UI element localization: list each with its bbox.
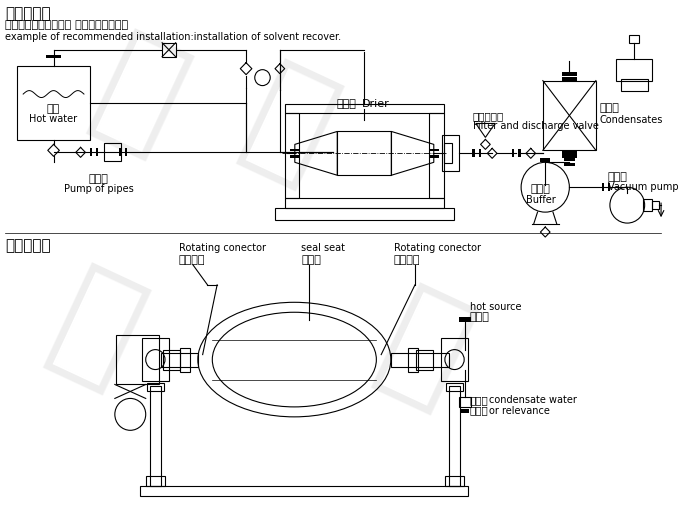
Bar [337, 132, 391, 175]
Text: or relevance: or relevance [489, 407, 550, 416]
Bar [290, 155, 299, 158]
Bar [543, 81, 596, 151]
Text: 简易结构图: 简易结构图 [5, 238, 50, 253]
Text: 过滤放空阀: 过滤放空阀 [473, 112, 504, 121]
Text: Condensates: Condensates [600, 116, 663, 125]
Bar [181, 347, 190, 372]
Bar [162, 43, 176, 57]
Bar [479, 150, 481, 157]
Text: seal seat: seal seat [301, 243, 345, 253]
Bar [442, 135, 459, 171]
Text: 深: 深 [362, 276, 487, 424]
Text: 干燥机: 干燥机 [337, 99, 357, 108]
Bar [564, 163, 575, 167]
Text: 密封座: 密封座 [301, 255, 321, 265]
Bar [96, 149, 99, 156]
Bar [444, 143, 452, 163]
Bar [446, 383, 463, 392]
Bar [285, 103, 444, 114]
Bar [142, 338, 169, 381]
Text: 旋转接头: 旋转接头 [179, 255, 205, 265]
Text: Buffer: Buffer [526, 195, 555, 205]
Text: Vacuum pump: Vacuum pump [608, 182, 678, 192]
Text: 推荐的工艺安置示范： 溢剂回收工艺安置: 推荐的工艺安置示范： 溢剂回收工艺安置 [5, 20, 128, 30]
Bar [460, 397, 471, 408]
Bar [642, 199, 652, 211]
Bar [146, 476, 165, 486]
Text: 进热源: 进热源 [470, 311, 490, 322]
Bar [161, 353, 198, 366]
Bar [445, 476, 464, 486]
Bar [391, 353, 448, 366]
Bar [473, 150, 475, 157]
Bar [540, 158, 550, 162]
Text: Pump of pipes: Pump of pipes [64, 184, 134, 194]
Text: 旋转接头: 旋转接头 [394, 255, 420, 265]
Bar [150, 387, 161, 486]
Text: 万: 万 [77, 21, 203, 170]
Bar [285, 198, 444, 208]
Bar [620, 79, 647, 90]
Bar [518, 150, 521, 157]
Bar [562, 154, 577, 158]
Bar [147, 383, 164, 392]
Text: 冷凝器: 冷凝器 [600, 102, 620, 113]
Bar [441, 338, 468, 381]
Bar [429, 155, 439, 158]
Bar [290, 149, 299, 151]
Text: Hot water: Hot water [30, 115, 77, 124]
Bar [90, 149, 92, 156]
Bar [629, 35, 639, 43]
Text: Rotating conector: Rotating conector [394, 243, 481, 253]
Bar [416, 350, 433, 370]
Bar [562, 77, 577, 81]
Text: 缓冲罐: 缓冲罐 [531, 184, 551, 194]
Bar [104, 143, 121, 161]
Text: example of recommended installation:installation of solvent recover.: example of recommended installation:inst… [5, 32, 341, 42]
Bar [460, 317, 471, 322]
Text: Filter and discharge valve: Filter and discharge valve [473, 121, 599, 132]
Bar [652, 201, 659, 209]
Bar [562, 71, 577, 76]
Bar [17, 66, 90, 140]
Text: 或回流: 或回流 [470, 406, 489, 415]
Text: 冷凝器: 冷凝器 [470, 395, 489, 406]
Bar [429, 114, 444, 198]
Text: 深: 深 [227, 51, 353, 200]
Bar [429, 149, 439, 151]
Text: 安装示意图: 安装示意图 [5, 6, 50, 21]
Bar [408, 347, 418, 372]
Bar [46, 55, 61, 58]
Text: 热水: 热水 [47, 104, 60, 114]
Text: 真空泵: 真空泵 [608, 172, 628, 182]
Bar [608, 183, 611, 191]
Bar [602, 183, 604, 191]
Bar [140, 486, 468, 496]
Text: Drier: Drier [362, 99, 390, 108]
Bar [116, 335, 159, 384]
Bar [275, 208, 453, 220]
Bar [285, 114, 299, 198]
Bar [448, 387, 460, 486]
Text: 万: 万 [34, 255, 159, 404]
Bar [462, 409, 469, 413]
Bar [163, 350, 181, 370]
Text: condensate water: condensate water [489, 395, 577, 406]
Text: 管道泵: 管道泵 [89, 174, 109, 185]
Text: hot source: hot source [470, 302, 522, 312]
Bar [615, 59, 652, 81]
Bar [125, 149, 128, 156]
Bar [564, 158, 575, 161]
Bar [562, 151, 577, 154]
Text: Rotating conector: Rotating conector [179, 243, 266, 253]
Bar [119, 149, 121, 156]
Bar [512, 150, 514, 157]
